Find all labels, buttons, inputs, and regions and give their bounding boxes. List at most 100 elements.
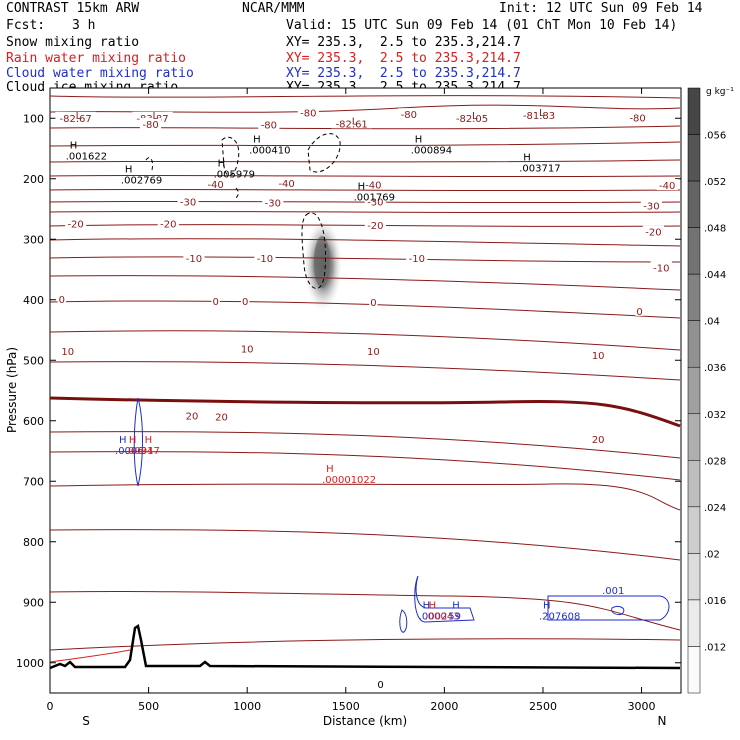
colorbar-swatch <box>687 227 701 275</box>
extremum-value: .000410 <box>249 145 290 156</box>
contour-label-bg <box>297 106 319 118</box>
extremum-marker: H <box>543 600 551 611</box>
contour-label: -82.67 <box>60 114 92 125</box>
contour-label-bg <box>184 409 200 421</box>
contour-label: -80 <box>142 120 158 131</box>
x-tick-label: 2500 <box>529 700 557 713</box>
cloud-water-contour <box>414 575 475 623</box>
colorbar-swatch <box>687 646 701 694</box>
colorbar-tick-label: .036 <box>704 363 726 374</box>
isotherm-line <box>49 188 681 192</box>
contour-label: 20 <box>592 435 605 446</box>
extremum-value: .002769 <box>121 176 162 187</box>
cloud-water-contours <box>133 397 670 633</box>
isotherm-line <box>49 125 681 130</box>
contour-label-bg <box>406 252 428 264</box>
contour-label: -80 <box>300 108 316 119</box>
cloud-ice-core <box>314 236 330 288</box>
isotherm-line <box>49 224 681 227</box>
extremum-marker: H <box>452 600 460 611</box>
forecast-value: 3 h <box>72 18 96 33</box>
contour-label-bg <box>157 217 179 229</box>
contour-label: -20 <box>160 220 176 231</box>
extremum-marker: H <box>429 600 437 611</box>
contour-label-bg <box>55 111 96 123</box>
extremum-marker: H <box>326 464 334 475</box>
x-tick-label: 2000 <box>430 700 458 713</box>
x-tick-label: 3000 <box>628 700 656 713</box>
extremum-marker: H <box>253 134 261 145</box>
isotherm-line <box>49 210 681 214</box>
extremum-marker: L <box>472 111 478 122</box>
contour-label: 10 <box>241 344 254 355</box>
cloud-water-max-label: .001 <box>602 586 624 597</box>
contour-label: -80 <box>261 121 277 132</box>
y-tick-label: 600 <box>23 415 44 428</box>
contour-label: -40 <box>659 181 675 192</box>
extremum-marker: H <box>145 435 153 446</box>
y-tick-label: 500 <box>23 354 44 367</box>
contour-label-bg <box>258 118 280 130</box>
contour-label: 0 <box>370 298 376 309</box>
legend-rain-xy: XY= 235.3, 2.5 to 235.3,214.7 <box>286 51 521 66</box>
contour-label: -80 <box>401 110 417 121</box>
extrema-labels: L L L L LH.001622H.000410H.000894H.003717H.0… <box>66 108 581 622</box>
colorbar-swatch <box>687 366 701 415</box>
contour-label-bg <box>364 218 386 230</box>
temperature-contours <box>49 95 681 651</box>
colorbar-swatch <box>687 134 701 182</box>
x-tick-label: 500 <box>138 700 159 713</box>
y-tick-label: 200 <box>23 173 44 186</box>
y-axis-label: Pressure (hPa) <box>5 347 19 433</box>
extremum-marker: H <box>358 182 366 193</box>
snow-contour <box>145 157 153 171</box>
x-end-label-south: S <box>82 714 90 728</box>
isotherm-line <box>49 95 681 99</box>
colorbar-tick-label: .02 <box>704 549 720 560</box>
contour-label-bg <box>362 178 384 190</box>
contour-label-bg <box>518 108 560 120</box>
extremum-marker: L <box>76 111 82 122</box>
contour-label-bg <box>451 111 493 123</box>
contour-label: -30 <box>180 197 196 208</box>
isotherm-line <box>49 174 681 178</box>
isotherm-line <box>49 275 681 291</box>
contour-label-bg <box>205 177 227 189</box>
contour-label-bg <box>139 117 162 129</box>
contour-label-bg <box>241 295 250 307</box>
colorbar-swatch <box>687 506 701 554</box>
contour-label: -20 <box>67 220 83 231</box>
contour-label-bg <box>177 195 199 207</box>
contour-label: 0 <box>59 295 65 306</box>
contour-label: 0 <box>212 297 218 308</box>
colorbar-swatch <box>687 599 701 647</box>
extremum-value: .001622 <box>66 152 107 163</box>
contour-label-bg <box>650 261 672 273</box>
contour-label-bg <box>239 342 255 354</box>
cloud-water-contour <box>547 595 670 621</box>
extremum-marker: H <box>70 141 78 152</box>
contour-label: -20 <box>645 228 661 239</box>
extremum-marker: L <box>153 111 159 122</box>
valid-time: Valid: 15 UTC Sun 09 Feb 14 (01 ChT Mon … <box>286 18 678 33</box>
contour-label-bg <box>183 252 205 264</box>
extremum-value: .003717 <box>519 164 560 175</box>
terrain-line <box>49 623 681 670</box>
contour-label-bg <box>590 433 606 445</box>
contour-label: 20 <box>186 412 199 423</box>
legend-cloudwater-name: Cloud water mixing ratio <box>6 66 194 81</box>
x-tick-label: 1500 <box>332 700 360 713</box>
contour-label-bg <box>642 225 664 237</box>
contour-label-bg <box>369 295 378 307</box>
colorbar-swatch <box>687 180 701 228</box>
contour-label-bg <box>627 111 649 123</box>
contour-label: -10 <box>257 254 273 265</box>
y-tick-label: 400 <box>23 294 44 307</box>
contour-label: 10 <box>592 351 605 362</box>
extremum-marker: L <box>539 108 545 119</box>
extremum-marker: H <box>129 435 137 446</box>
y-tick-label: 100 <box>23 112 44 125</box>
colorbar: .056 .052 .048 .044 .04 .036 .032 .028 .024 .02 .0… <box>687 87 726 694</box>
